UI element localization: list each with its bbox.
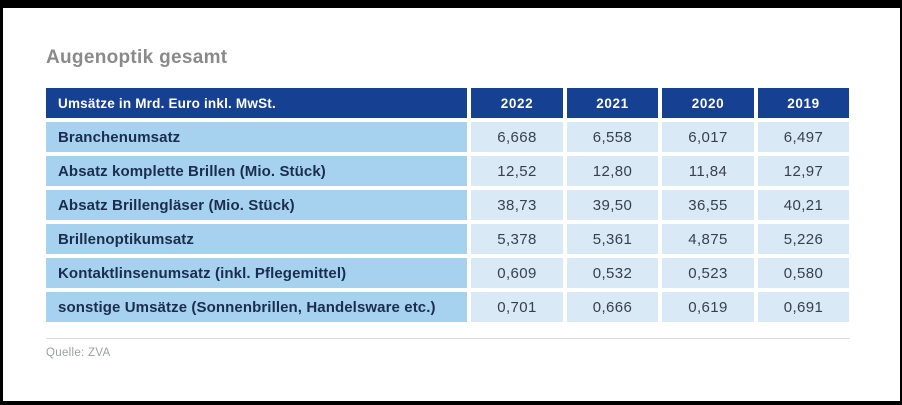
row-label-sonstige-umsaetze: sonstige Umsätze (Sonnenbrillen, Handels… xyxy=(46,292,467,322)
cell-value: 0,609 xyxy=(471,258,563,288)
cell-value: 0,666 xyxy=(567,292,658,322)
cell-value: 6,668 xyxy=(471,122,563,152)
cell-value: 4,875 xyxy=(662,224,754,254)
row-label-absatz-komplette-brillen: Absatz komplette Brillen (Mio. Stück) xyxy=(46,156,467,186)
cell-value: 5,361 xyxy=(567,224,658,254)
table-header-year-2020: 2020 xyxy=(662,88,754,118)
cell-value: 12,97 xyxy=(758,156,849,186)
cell-value: 40,21 xyxy=(758,190,849,220)
cell-value: 11,84 xyxy=(662,156,754,186)
cell-value: 6,558 xyxy=(567,122,658,152)
table-header-label: Umsätze in Mrd. Euro inkl. MwSt. xyxy=(46,88,467,118)
cell-value: 12,52 xyxy=(471,156,563,186)
cell-value: 5,226 xyxy=(758,224,849,254)
table-header-year-2021: 2021 xyxy=(567,88,658,118)
cell-value: 0,619 xyxy=(662,292,754,322)
cell-value: 12,80 xyxy=(567,156,658,186)
row-label-absatz-brillenglaeser: Absatz Brillengläser (Mio. Stück) xyxy=(46,190,467,220)
cell-value: 6,017 xyxy=(662,122,754,152)
footer-divider xyxy=(46,338,850,339)
cell-value: 0,691 xyxy=(758,292,849,322)
cell-value: 0,580 xyxy=(758,258,849,288)
cell-value: 6,497 xyxy=(758,122,849,152)
table-header-year-2019: 2019 xyxy=(758,88,849,118)
cell-value: 36,55 xyxy=(662,190,754,220)
cell-value: 38,73 xyxy=(471,190,563,220)
cell-value: 5,378 xyxy=(471,224,563,254)
cell-value: 0,523 xyxy=(662,258,754,288)
row-label-brillenoptikumsatz: Brillenoptikumsatz xyxy=(46,224,467,254)
row-label-branchenumsatz: Branchenumsatz xyxy=(46,122,467,152)
cell-value: 0,532 xyxy=(567,258,658,288)
row-label-kontaktlinsenumsatz: Kontaktlinsenumsatz (inkl. Pflegemittel) xyxy=(46,258,467,288)
table-header-year-2022: 2022 xyxy=(471,88,563,118)
cell-value: 39,50 xyxy=(567,190,658,220)
data-table: Umsätze in Mrd. Euro inkl. MwSt. 2022 20… xyxy=(46,88,850,322)
cell-value: 0,701 xyxy=(471,292,563,322)
source-caption: Quelle: ZVA xyxy=(46,347,111,359)
page-title: Augenoptik gesamt xyxy=(46,47,228,68)
